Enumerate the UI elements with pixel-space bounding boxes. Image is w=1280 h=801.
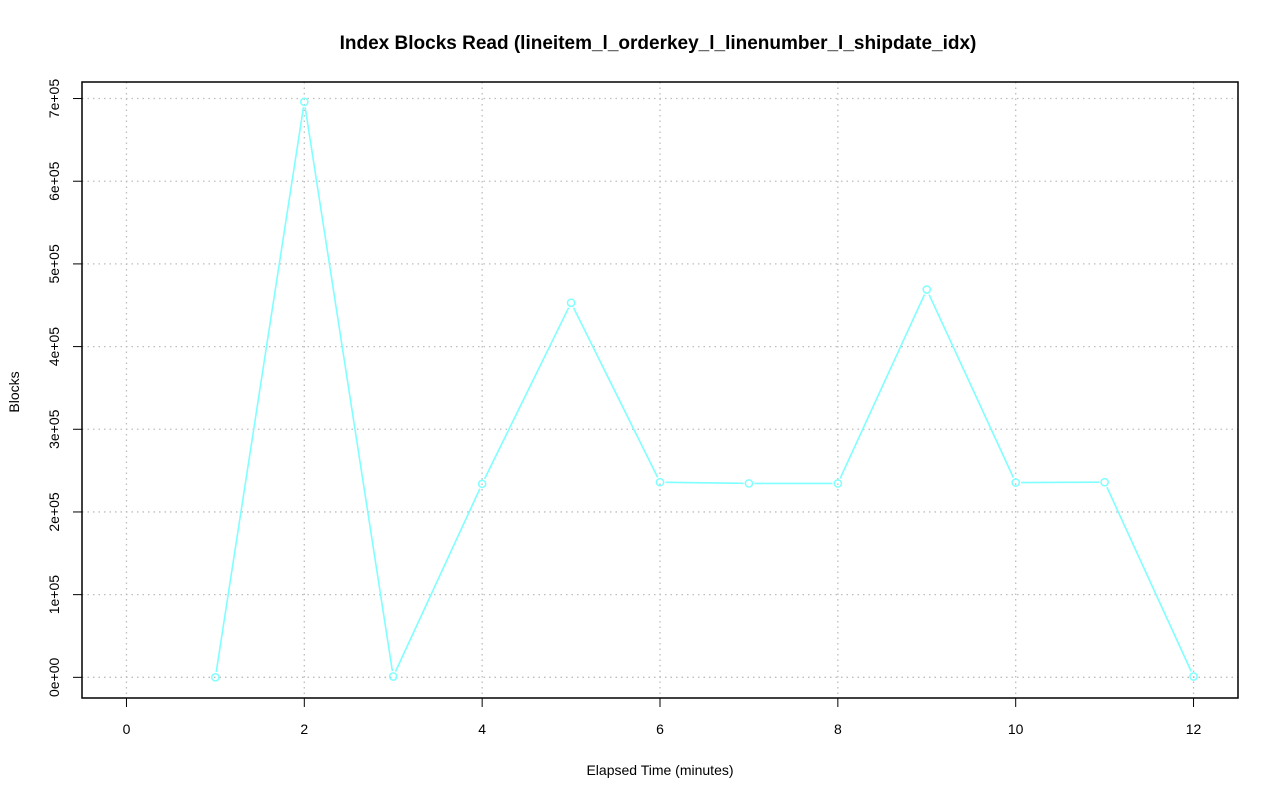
series-segment [665,481,744,485]
data-point [922,285,932,294]
series-segment [215,107,305,673]
y-tick-label: 6e+05 [46,161,62,201]
data-point [211,672,220,682]
series-segment [839,294,926,479]
chart-title: Index Blocks Read (lineitem_l_orderkey_l… [340,33,977,54]
data-point [388,672,398,681]
data-point [1189,672,1198,681]
data-point [566,298,576,308]
y-tick-label: 0e+00 [46,657,62,697]
series-segment [304,107,394,672]
series-segment [483,307,570,480]
data-point [477,479,487,489]
data-point [1011,478,1021,487]
y-tick-label: 4e+05 [46,327,62,367]
series-layer [211,97,1198,682]
x-tick-label: 2 [300,721,308,737]
y-axis: 0e+00 1e+05 2e+05 3e+05 4e+05 5e+05 6e+05 7e+05 [46,79,82,697]
data-point [833,479,843,488]
y-tick-label: 1e+05 [46,575,62,615]
data-point [744,479,754,488]
data-point [655,477,665,487]
series-segment [572,307,659,478]
x-axis-label: Elapsed Time (minutes) [586,762,733,778]
x-tick-label: 6 [656,721,664,737]
x-tick-label: 10 [1008,721,1024,737]
x-tick-label: 8 [834,721,842,737]
y-tick-label: 2e+05 [46,492,62,532]
series-segment [394,488,481,672]
x-tick-label: 0 [123,721,131,737]
y-axis-label: Blocks [6,371,22,412]
series-segment [1106,486,1192,672]
series-segment [928,294,1015,478]
grid-lines [82,82,1238,698]
data-point [299,97,309,107]
y-tick-label: 3e+05 [46,409,62,449]
x-tick-label: 12 [1186,721,1202,737]
y-tick-label: 5e+05 [46,244,62,284]
y-tick-label: 7e+05 [46,79,62,119]
x-axis: 0 2 4 6 8 10 12 [123,698,1202,737]
x-tick-label: 4 [478,721,486,737]
data-point [1100,477,1109,487]
